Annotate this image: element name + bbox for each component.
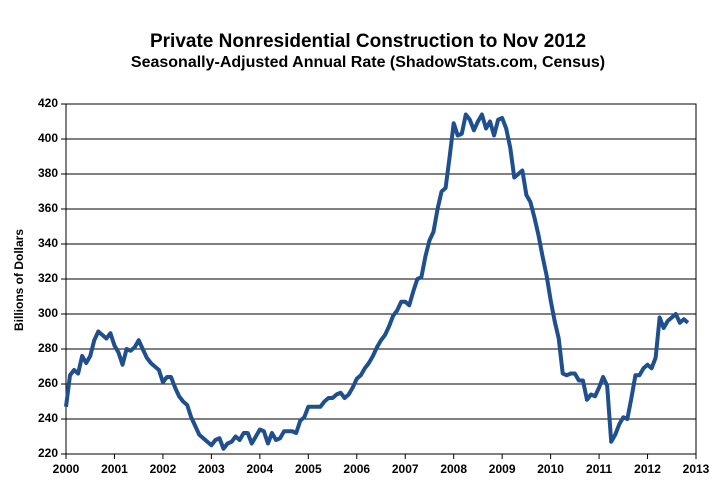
y-tick-label: 280 bbox=[38, 341, 58, 355]
y-tick-label: 340 bbox=[38, 236, 58, 250]
y-tick-label: 400 bbox=[38, 131, 58, 145]
chart-subtitle: Seasonally-Adjusted Annual Rate (ShadowS… bbox=[131, 54, 605, 71]
data-line bbox=[64, 112, 690, 451]
y-tick-label: 380 bbox=[38, 166, 58, 180]
y-tick-label: 420 bbox=[38, 96, 58, 110]
y-tick-label: 360 bbox=[38, 201, 58, 215]
x-tick-label: 2009 bbox=[489, 462, 516, 476]
y-tick-label: 240 bbox=[38, 411, 58, 425]
chart-title: Private Nonresidential Construction to N… bbox=[150, 31, 586, 52]
y-tick-label: 220 bbox=[38, 446, 58, 460]
y-tick-label: 300 bbox=[38, 306, 58, 320]
x-tick-label: 2001 bbox=[101, 462, 128, 476]
x-tick-label: 2002 bbox=[150, 462, 177, 476]
x-tick-label: 2013 bbox=[683, 462, 710, 476]
y-tick-label: 260 bbox=[38, 376, 58, 390]
x-tick-label: 2004 bbox=[246, 462, 273, 476]
x-tick-label: 2010 bbox=[537, 462, 564, 476]
x-tick-label: 2006 bbox=[343, 462, 370, 476]
x-tick-label: 2000 bbox=[53, 462, 80, 476]
y-tick-label: 320 bbox=[38, 271, 58, 285]
x-tick-label: 2007 bbox=[392, 462, 419, 476]
x-tick-label: 2003 bbox=[198, 462, 225, 476]
x-tick-label: 2011 bbox=[586, 462, 612, 476]
y-axis-label: Billions of Dollars bbox=[12, 229, 26, 331]
x-tick-label: 2005 bbox=[295, 462, 322, 476]
x-tick-label: 2008 bbox=[440, 462, 467, 476]
x-tick-label: 2012 bbox=[634, 462, 661, 476]
